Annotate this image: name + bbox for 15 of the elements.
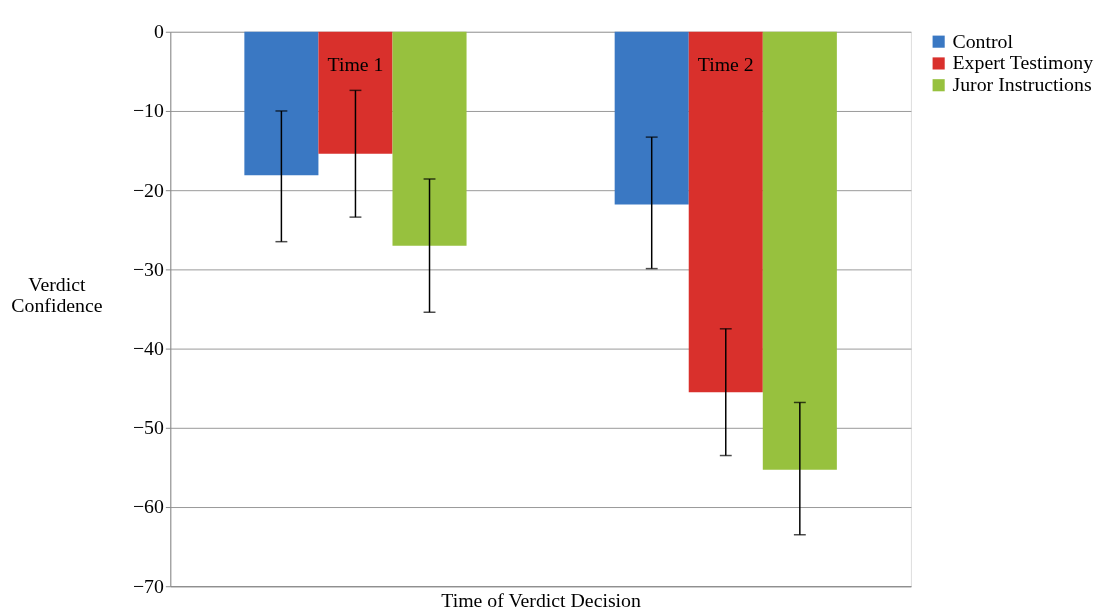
legend-label: Expert Testimony: [952, 51, 1094, 74]
y-tick-label: 0: [153, 20, 164, 43]
y-tick-label: −70: [132, 574, 164, 597]
legend-label: Juror Instructions: [952, 73, 1092, 96]
y-tick-label: −60: [132, 495, 164, 518]
x-tick-label: Time 1: [327, 53, 384, 76]
y-tick-label: −10: [132, 99, 164, 122]
y-tick-label: −20: [132, 178, 164, 201]
y-tick-label: −50: [132, 416, 164, 439]
legend-label: Control: [952, 29, 1014, 52]
y-axis-title: Verdict Confidence: [11, 272, 103, 317]
x-axis-title: Time of Verdict Decision: [441, 588, 642, 611]
x-tick-label: Time 2: [697, 53, 754, 76]
y-tick-label: −30: [132, 257, 164, 280]
y-tick-label: −40: [132, 337, 164, 360]
